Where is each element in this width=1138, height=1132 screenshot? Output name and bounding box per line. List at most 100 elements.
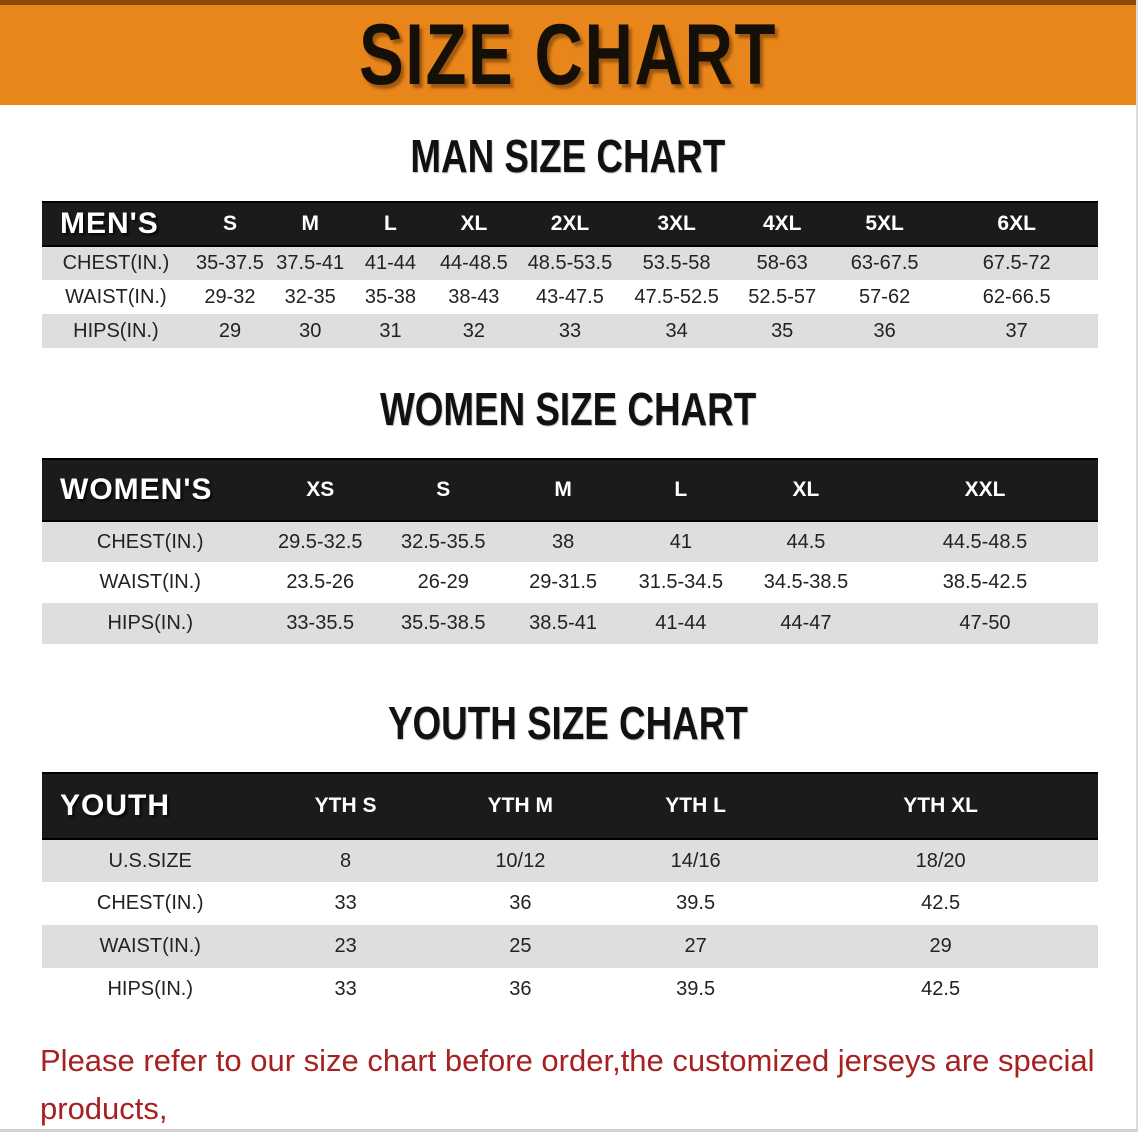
size-value: 44-47	[780, 612, 832, 634]
size-value: 32	[462, 319, 485, 342]
men-column-header: L	[350, 201, 431, 247]
size-value: 35-37.5	[196, 252, 264, 274]
youth-column-header: YTH M	[432, 772, 608, 840]
table-row: WAIST(IN.) 29-32 32-35 35-38 38-43 43-47…	[42, 280, 1098, 314]
size-value: 31	[379, 319, 402, 342]
men-size-table: MEN'S S M L XL 2XL 3XL 4XL 5XL 6XL CHEST…	[42, 201, 1098, 348]
size-value: 36	[509, 978, 532, 1000]
disclaimer-line-1: Please refer to our size chart before or…	[40, 1043, 1095, 1126]
size-value: 31.5-34.5	[638, 571, 724, 593]
table-row: HIPS(IN.) 33 36 39.5 42.5	[42, 968, 1098, 1011]
men-column-header: 5XL	[833, 201, 936, 247]
row-label: CHEST(IN.)	[96, 892, 204, 914]
size-value: 23	[334, 935, 357, 957]
size-value: 43-47.5	[536, 285, 604, 308]
size-value: 39.5	[676, 978, 716, 1000]
size-value: 10/12	[495, 849, 546, 872]
women-heading-text: WOMEN SIZE CHART	[379, 383, 757, 435]
youth-column-header: YTH L	[607, 772, 784, 840]
table-row: WAIST(IN.) 23 25 27 29	[42, 925, 1098, 968]
size-value: 35	[771, 319, 794, 342]
size-value: 42.5	[921, 978, 961, 1000]
row-label: HIPS(IN.)	[107, 978, 194, 1000]
banner: SIZE CHART	[0, 0, 1136, 105]
size-value: 29	[929, 935, 952, 957]
disclaimer: Please refer to our size chart before or…	[0, 1037, 1136, 1129]
size-value: 29-32	[204, 285, 256, 308]
row-label: WAIST(IN.)	[99, 935, 201, 957]
size-value: 48.5-53.5	[527, 252, 613, 274]
size-value: 38	[551, 530, 575, 553]
youth-heading-text: YOUTH SIZE CHART	[388, 697, 748, 749]
youth-column-header: YTH S	[258, 772, 433, 840]
size-value: 36	[509, 892, 532, 914]
size-value: 34.5-38.5	[763, 571, 849, 593]
women-size-table: WOMEN'S XS S M L XL XXL CHEST(IN.) 29.5-…	[42, 458, 1098, 644]
row-label: CHEST(IN.)	[62, 252, 170, 274]
size-value: 32.5-35.5	[401, 530, 486, 553]
size-value: 41	[669, 530, 692, 553]
size-value: 29.5-32.5	[277, 530, 363, 553]
men-column-header: XL	[430, 201, 518, 247]
men-column-header: M	[270, 201, 351, 247]
men-column-header: 3XL	[622, 201, 731, 247]
men-column-header: 4XL	[730, 201, 834, 247]
size-value: 27	[684, 935, 707, 957]
row-label: CHEST(IN.)	[96, 530, 204, 553]
women-corner-label: WOMEN'S	[42, 458, 259, 522]
size-value: 53.5-58	[642, 252, 711, 274]
size-value: 25	[509, 935, 532, 957]
size-value: 42.5	[921, 892, 961, 914]
women-header-row: WOMEN'S XS S M L XL XXL	[42, 458, 1098, 522]
women-column-header: XS	[258, 458, 383, 522]
size-value: 35-38	[364, 285, 417, 308]
youth-size-table: YOUTH YTH S YTH M YTH L YTH XL U.S.SIZE …	[42, 772, 1098, 1011]
size-value: 38.5-41	[529, 612, 598, 634]
youth-corner-label: YOUTH	[42, 772, 259, 840]
size-value: 14/16	[670, 849, 721, 872]
size-value: 35.5-38.5	[401, 612, 486, 634]
women-column-header: XL	[739, 458, 872, 522]
men-header-row: MEN'S S M L XL 2XL 3XL 4XL 5XL 6XL	[42, 201, 1098, 247]
size-value: 23.5-26	[286, 571, 355, 593]
women-column-header: L	[621, 458, 740, 522]
table-row: CHEST(IN.) 29.5-32.5 32.5-35.5 38 41 44.…	[42, 521, 1098, 562]
table-row: CHEST(IN.) 33 36 39.5 42.5	[42, 882, 1098, 925]
size-value: 41-44	[655, 612, 707, 634]
size-value: 39.5	[676, 892, 716, 914]
table-row: HIPS(IN.) 29 30 31 32 33 34 35 36 37	[42, 314, 1098, 348]
women-column-header: S	[382, 458, 505, 522]
table-row: CHEST(IN.) 35-37.5 37.5-41 41-44 44-48.5…	[42, 246, 1098, 280]
size-value: 58-63	[756, 252, 808, 274]
size-value: 18/20	[915, 849, 966, 872]
size-value: 63-67.5	[850, 252, 919, 274]
row-label: HIPS(IN.)	[73, 319, 159, 342]
page-title: SIZE CHART	[358, 7, 778, 103]
size-value: 62-66.5	[982, 285, 1051, 308]
size-value: 57-62	[859, 285, 911, 308]
men-corner-label: MEN'S	[42, 201, 190, 247]
table-row: U.S.SIZE 8 10/12 14/16 18/20	[42, 839, 1098, 882]
row-label: HIPS(IN.)	[107, 612, 194, 634]
men-section-heading: MAN SIZE CHART	[0, 133, 1136, 179]
size-value: 33	[334, 892, 357, 914]
size-value: 33-35.5	[286, 612, 355, 634]
size-value: 36	[873, 319, 896, 342]
women-column-header: XXL	[871, 458, 1098, 522]
size-value: 44.5-48.5	[942, 530, 1028, 553]
women-column-header: M	[504, 458, 622, 522]
row-label: U.S.SIZE	[108, 849, 192, 872]
women-section-heading: WOMEN SIZE CHART	[0, 386, 1136, 432]
size-value: 52.5-57	[748, 285, 817, 308]
size-value: 44-48.5	[439, 252, 508, 274]
size-value: 8	[340, 849, 352, 872]
row-label: WAIST(IN.)	[99, 571, 201, 593]
size-value: 41-44	[364, 252, 417, 274]
table-row: HIPS(IN.) 33-35.5 35.5-38.5 38.5-41 41-4…	[42, 603, 1098, 644]
size-value: 26-29	[417, 571, 469, 593]
size-value: 29-31.5	[529, 571, 598, 593]
size-value: 44.5	[786, 530, 826, 553]
size-value: 37.5-41	[276, 252, 345, 274]
size-value: 32-35	[284, 285, 336, 308]
